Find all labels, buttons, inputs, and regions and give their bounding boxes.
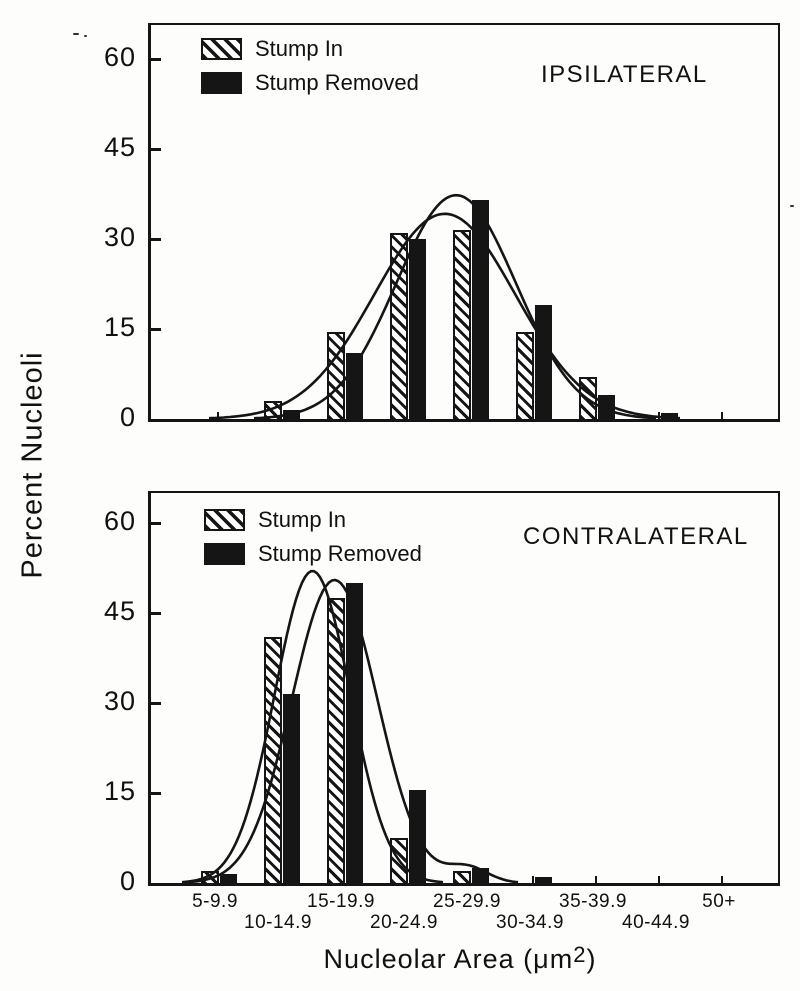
legend-item-stump-removed: Stump Removed — [201, 70, 419, 96]
panel-title-ipsilateral: IPSILATERAL — [541, 61, 708, 88]
contralateral-panel: Stump In Stump Removed CONTRALATERAL — [148, 491, 780, 886]
bar-stump-removed — [472, 200, 489, 419]
x-category-label: 25-29.9 — [433, 891, 501, 912]
scan-speck — [73, 33, 79, 35]
y-axis-tick-label: 15 — [103, 312, 136, 342]
bar-stump-removed — [535, 877, 552, 883]
y-axis-title: Percent Nucleoli — [16, 351, 49, 579]
bar-stump-in — [327, 332, 345, 419]
fitted-curves — [208, 193, 681, 420]
solid-swatch-icon — [204, 543, 245, 565]
bar-stump-in — [390, 233, 408, 419]
scan-speck — [790, 205, 794, 207]
x-axis-title-close: ) — [586, 944, 597, 974]
y-axis-tick-label: 30 — [103, 222, 136, 252]
bar-stump-removed — [661, 413, 678, 419]
legend-label-stump-in: Stump In — [255, 36, 344, 61]
hatched-swatch-icon — [201, 38, 242, 60]
x-category-label: 35-39.9 — [559, 891, 627, 912]
x-axis-tick — [658, 412, 660, 419]
bar-stump-removed — [346, 353, 363, 419]
legend-item-stump-in: Stump In — [204, 507, 422, 533]
distribution-curve — [253, 193, 657, 420]
y-axis-tick-label: 60 — [103, 42, 136, 72]
bar-stump-in — [327, 598, 345, 883]
x-axis-tick — [721, 876, 723, 883]
legend-ipsilateral: Stump In Stump Removed — [201, 36, 419, 104]
bar-stump-in — [453, 871, 471, 883]
legend-label-stump-in: Stump In — [258, 507, 347, 532]
x-axis-title-superscript: 2 — [573, 942, 587, 967]
legend-contralateral: Stump In Stump Removed — [204, 507, 422, 575]
y-axis-tick-label: 0 — [119, 402, 136, 432]
ipsilateral-panel: Stump In Stump Removed IPSILATERAL — [148, 23, 780, 422]
y-axis-tick-label: 30 — [103, 686, 136, 716]
y-axis-tick — [151, 327, 161, 331]
y-axis-tick — [151, 611, 161, 615]
y-axis-tick-label: 15 — [103, 776, 136, 806]
x-category-label: 40-44.9 — [622, 912, 690, 933]
y-axis-tick — [151, 521, 161, 525]
bar-stump-in — [453, 230, 471, 419]
legend-item-stump-in: Stump In — [201, 36, 419, 62]
distribution-curve — [181, 569, 444, 884]
x-axis-tick — [217, 412, 219, 419]
hatched-swatch-icon — [204, 509, 245, 531]
bar-stump-removed — [409, 239, 426, 419]
y-axis-tick — [151, 791, 161, 795]
y-axis-tick-label: 45 — [103, 596, 136, 626]
legend-item-stump-removed: Stump Removed — [204, 541, 422, 567]
x-axis-title-text: Nucleolar Area (μm — [323, 944, 574, 974]
x-axis-title: Nucleolar Area (μm2) — [324, 942, 597, 975]
bar-stump-in — [516, 332, 534, 419]
y-axis-tick-label: 0 — [119, 866, 136, 896]
y-axis-tick-label: 45 — [103, 132, 136, 162]
x-category-label: 10-14.9 — [244, 912, 312, 933]
x-category-label: 20-24.9 — [370, 912, 438, 933]
solid-swatch-icon — [201, 72, 242, 94]
distribution-curve — [208, 212, 681, 420]
legend-label-stump-removed: Stump Removed — [255, 70, 419, 95]
x-axis-tick — [595, 876, 597, 883]
x-category-label: 5-9.9 — [192, 891, 238, 912]
x-axis-tick — [721, 412, 723, 419]
y-axis-tick — [151, 701, 161, 705]
x-axis-tick — [658, 876, 660, 883]
bar-stump-removed — [220, 874, 237, 883]
x-category-label: 15-19.9 — [307, 891, 375, 912]
x-category-label: 50+ — [702, 891, 736, 912]
y-axis-tick-label: 60 — [103, 506, 136, 536]
y-axis-tick — [151, 57, 161, 61]
y-axis-tick — [151, 147, 161, 151]
bar-stump-removed — [346, 583, 363, 883]
fitted-curves — [181, 569, 519, 884]
bar-stump-removed — [283, 694, 300, 883]
scan-speck — [84, 35, 87, 37]
bar-stump-in — [264, 637, 282, 883]
distribution-curve — [187, 578, 519, 884]
legend-label-stump-removed: Stump Removed — [258, 541, 422, 566]
panel-title-contralateral: CONTRALATERAL — [523, 523, 749, 550]
y-axis-tick — [151, 237, 161, 241]
x-axis-tick — [532, 876, 534, 883]
x-category-label: 30-34.9 — [496, 912, 564, 933]
